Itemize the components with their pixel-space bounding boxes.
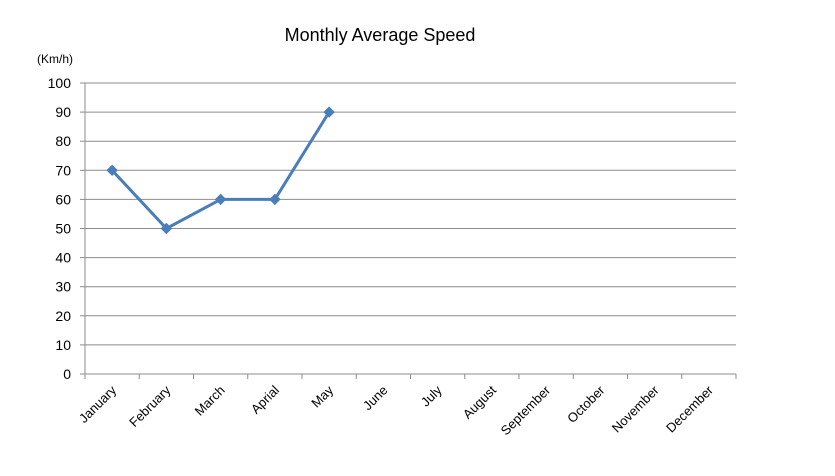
y-tick-label: 20 bbox=[55, 308, 71, 324]
x-tick-label: Aprial bbox=[248, 382, 282, 416]
data-point-marker bbox=[106, 164, 118, 177]
x-axis-tick-labels: January February March Aprial May June July Aug… bbox=[76, 382, 717, 438]
y-tick-label: 100 bbox=[48, 75, 72, 91]
x-tick-label: September bbox=[498, 382, 554, 438]
data-point-marker bbox=[323, 106, 335, 118]
y-tick-label: 70 bbox=[55, 162, 71, 178]
data-point-marker bbox=[214, 193, 227, 206]
data-point-marker bbox=[160, 222, 173, 235]
y-tick-label: 10 bbox=[55, 337, 71, 353]
axes bbox=[80, 82, 737, 379]
y-axis-tick-labels: 0 10 20 30 40 50 60 70 80 90 100 bbox=[48, 75, 72, 382]
x-tick-label: June bbox=[360, 383, 391, 414]
x-tick-label: March bbox=[192, 383, 228, 419]
gridlines bbox=[85, 82, 736, 375]
y-tick-label: 90 bbox=[55, 104, 71, 120]
y-tick-label: 60 bbox=[55, 191, 71, 207]
x-tick-label: August bbox=[460, 382, 499, 421]
x-tick-label: May bbox=[308, 382, 336, 410]
x-tick-label: July bbox=[418, 382, 445, 409]
x-tick-label: January bbox=[76, 382, 120, 426]
x-tick-label: October bbox=[564, 382, 608, 426]
y-tick-label: 0 bbox=[63, 366, 71, 382]
y-tick-label: 40 bbox=[55, 250, 71, 266]
data-point-marker bbox=[269, 193, 281, 206]
series-layer bbox=[106, 106, 335, 235]
x-tick-label: February bbox=[126, 382, 174, 430]
y-tick-label: 30 bbox=[55, 279, 71, 295]
y-tick-label: 80 bbox=[55, 133, 71, 149]
y-tick-label: 50 bbox=[55, 221, 71, 237]
x-tick-label: November bbox=[609, 382, 662, 435]
x-tick-label: December bbox=[663, 382, 716, 435]
chart-title: Monthly Average Speed bbox=[285, 25, 476, 45]
y-axis-unit-label: (Km/h) bbox=[37, 52, 73, 66]
